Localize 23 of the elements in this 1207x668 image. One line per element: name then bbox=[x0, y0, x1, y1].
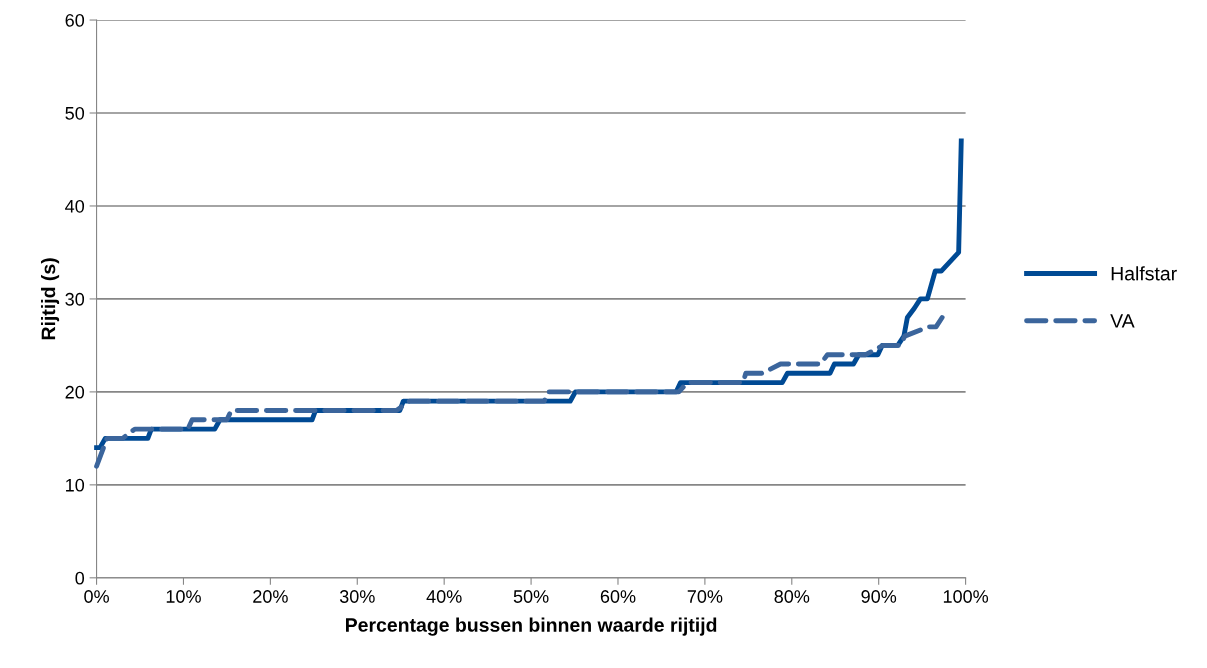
x-tick-label: 60% bbox=[600, 590, 636, 603]
x-tick-label: 10% bbox=[166, 590, 201, 603]
y-tick-label: 10 bbox=[66, 478, 85, 492]
y-tick-label: 20 bbox=[65, 385, 85, 399]
y-tick-label: 60 bbox=[65, 13, 85, 27]
x-axis-title: Percentage bussen binnen waarde rijtijd bbox=[346, 617, 717, 636]
y-tick-label: 40 bbox=[65, 199, 85, 213]
legend-label: Halfstar bbox=[1111, 266, 1177, 281]
x-tick-label: 100% bbox=[943, 590, 989, 603]
x-tick-label: 20% bbox=[253, 590, 288, 603]
x-tick-label: 70% bbox=[687, 590, 723, 603]
y-tick-label: 50 bbox=[65, 106, 85, 120]
x-tick-label: 40% bbox=[426, 590, 462, 603]
x-tick-label: 0% bbox=[84, 590, 109, 603]
line-series bbox=[94, 315, 945, 469]
x-tick-label: 80% bbox=[774, 590, 810, 603]
y-tick-label: 0 bbox=[75, 571, 85, 585]
legend-label: VA bbox=[1110, 314, 1135, 328]
x-tick-label: 30% bbox=[339, 590, 375, 603]
y-tick-label: 30 bbox=[65, 292, 85, 306]
x-tick-label: 90% bbox=[861, 590, 897, 603]
y-axis-title: Rijtijd (s) bbox=[40, 258, 60, 340]
x-tick-label: 50% bbox=[513, 590, 549, 603]
